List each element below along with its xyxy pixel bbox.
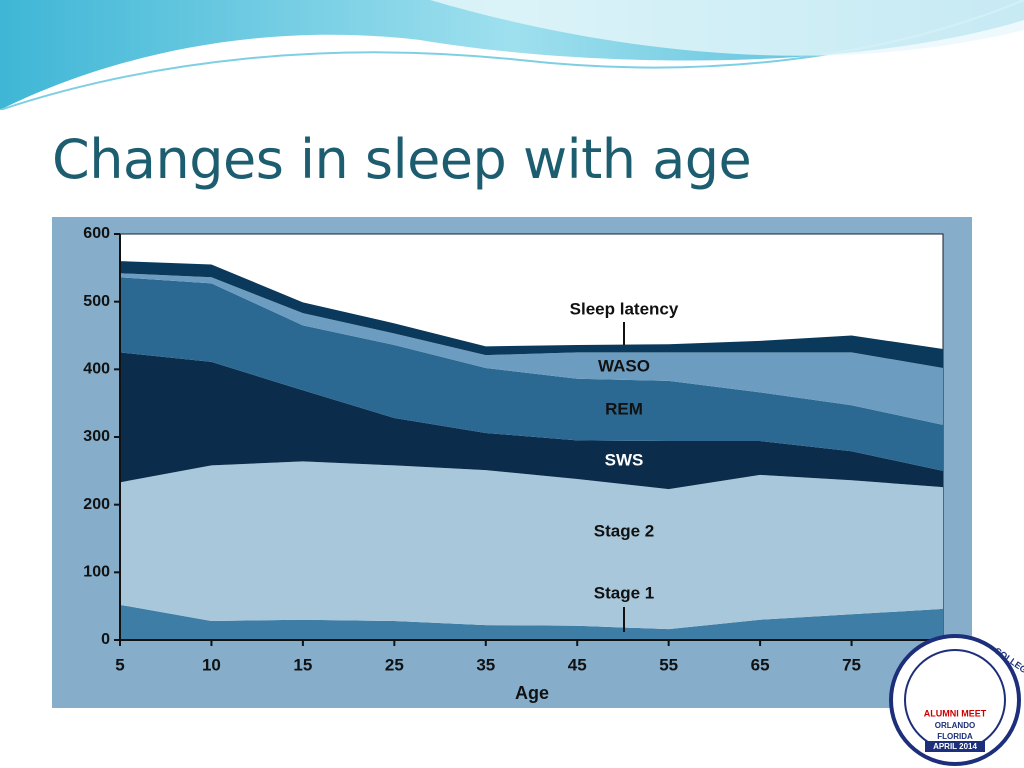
x-tick-label: 75 bbox=[842, 655, 861, 674]
header-waves bbox=[0, 0, 1024, 110]
area bbox=[120, 277, 943, 471]
series-label: Stage 1 bbox=[594, 583, 654, 602]
x-tick-label: 10 bbox=[202, 655, 221, 674]
slide-title: Changes in sleep with age bbox=[52, 128, 752, 191]
area bbox=[120, 261, 943, 368]
series-label: Sleep latency bbox=[570, 299, 679, 318]
area bbox=[120, 461, 943, 630]
series-label: Stage 2 bbox=[594, 521, 654, 540]
area bbox=[120, 352, 943, 490]
series-label: WASO bbox=[598, 356, 650, 375]
y-tick-label: 600 bbox=[83, 225, 110, 242]
y-tick-label: 200 bbox=[83, 496, 110, 513]
logo-text: FLORIDA bbox=[937, 732, 973, 741]
x-tick-label: 15 bbox=[293, 655, 312, 674]
area bbox=[120, 273, 943, 425]
y-tick-label: 0 bbox=[101, 631, 110, 648]
y-tick-label: 400 bbox=[83, 361, 110, 378]
y-tick-label: 100 bbox=[83, 564, 110, 581]
x-tick-label: 65 bbox=[751, 655, 770, 674]
logo-text: ORLANDO bbox=[935, 721, 975, 730]
area bbox=[120, 604, 943, 640]
logo-text: ALUMNI MEET bbox=[924, 708, 987, 718]
x-tick-label: 35 bbox=[476, 655, 495, 674]
series-label: SWS bbox=[605, 450, 644, 469]
x-axis-label: Age bbox=[515, 683, 549, 703]
y-tick-label: 500 bbox=[83, 293, 110, 310]
logo-text: APRIL 2014 bbox=[933, 742, 977, 751]
x-tick-label: 45 bbox=[568, 655, 587, 674]
x-tick-label: 25 bbox=[385, 655, 404, 674]
x-tick-label: 5 bbox=[115, 655, 124, 674]
logo: COLLEGE ALUMNI MEET ORLANDO FLORIDA APRI… bbox=[889, 634, 1024, 766]
series-label: REM bbox=[605, 399, 643, 418]
y-tick-label: 300 bbox=[83, 428, 110, 445]
x-tick-label: 55 bbox=[659, 655, 678, 674]
